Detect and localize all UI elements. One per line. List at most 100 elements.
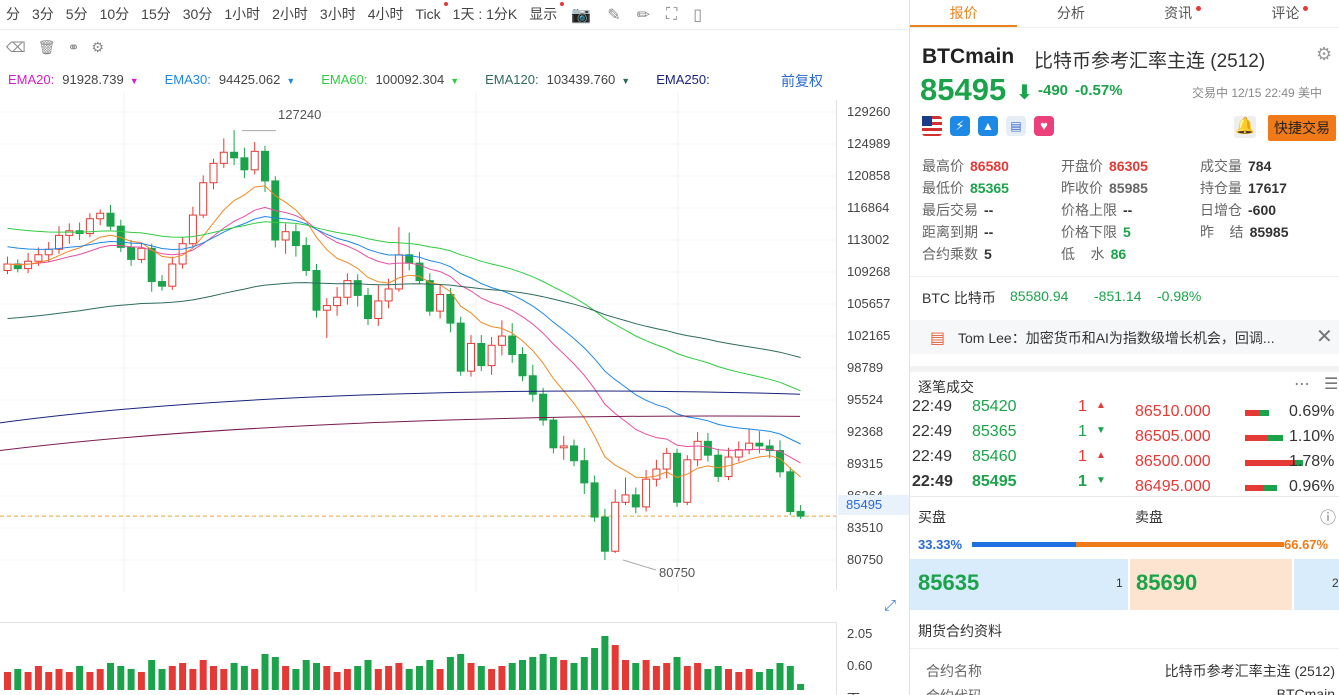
stat-value: 784 <box>1248 158 1272 174</box>
stat-label: 持仓量 <box>1200 180 1242 196</box>
depth-bar-red <box>1245 485 1263 491</box>
info-icon[interactable]: ⓘ <box>1320 510 1337 527</box>
period-12[interactable]: 显示 <box>523 0 565 30</box>
dropdown-icon[interactable]: ▼ <box>286 75 296 86</box>
bid-box[interactable] <box>910 559 1128 610</box>
period-10[interactable]: Tick <box>410 0 448 30</box>
period-11[interactable]: 1天 : 1分K <box>452 5 518 22</box>
heart-icon[interactable]: ♥ <box>1034 116 1054 136</box>
volume-bar <box>436 669 444 690</box>
candle <box>240 147 249 179</box>
volume-bar <box>580 657 588 690</box>
bid-qty: 1 <box>1116 576 1123 590</box>
close-icon[interactable]: ✕ <box>1316 326 1333 348</box>
ask-box[interactable] <box>1130 559 1292 610</box>
volume-bar <box>65 672 73 690</box>
ema-item-3[interactable]: EMA120: 103439.760 ▼ <box>485 72 630 87</box>
dropdown-icon[interactable]: ▼ <box>450 75 460 86</box>
ema-item-1[interactable]: EMA30: 94425.062 ▼ <box>165 72 296 87</box>
volume-bar <box>642 660 650 690</box>
ema-item-4[interactable]: EMA250: <box>656 72 717 87</box>
period-6[interactable]: 1小时 <box>224 5 261 22</box>
volume-bar <box>395 663 403 690</box>
tab-2[interactable]: 资讯 <box>1125 0 1232 27</box>
ask-qty: 2 <box>1332 576 1339 590</box>
bid-price: 85635 <box>918 570 980 595</box>
depth-pct: 1.10% <box>1289 428 1335 445</box>
adjust-button[interactable]: 前复权 <box>781 73 823 89</box>
edit-icon[interactable]: ✎ <box>607 6 621 24</box>
pencil-icon[interactable]: ✏ <box>636 6 650 24</box>
period-3[interactable]: 10分 <box>99 5 130 22</box>
gear-icon[interactable]: ⚙ <box>1316 44 1333 64</box>
ema-label: EMA60: <box>321 71 368 87</box>
candlestick-chart[interactable] <box>0 92 836 592</box>
tab-3[interactable]: 评论 <box>1232 0 1339 27</box>
period-8[interactable]: 3小时 <box>319 5 356 22</box>
volume-bar <box>137 672 145 690</box>
quote-panel: 报价 分析 资讯 评论 BTCmain 比特币参考汇率主连 (2512) ⚙ 8549… <box>910 0 1339 695</box>
btc-ref-price: 85580.94 <box>1010 288 1069 304</box>
more-icon[interactable]: ⋯ <box>1294 376 1310 393</box>
list-icon[interactable]: ☰ <box>1324 376 1339 393</box>
stat-label: 最高价 <box>922 158 964 174</box>
mountain-icon[interactable]: ▲ <box>978 116 998 136</box>
stat-item: 价格上限 -- <box>1061 200 1132 220</box>
period-2[interactable]: 5分 <box>65 5 88 22</box>
last-price: 85495 <box>920 72 1007 107</box>
candle <box>343 273 352 305</box>
sell-ratio-bar <box>1075 542 1284 547</box>
stat-item: 最高价 86580 <box>922 156 1009 176</box>
ema-line <box>7 206 801 464</box>
tab-0[interactable]: 报价 <box>910 0 1018 27</box>
settings-icon[interactable]: ⌫ <box>6 38 26 55</box>
period-1[interactable]: 3分 <box>32 5 54 22</box>
volume-bar <box>76 666 84 690</box>
flash-icon[interactable]: ⚡ <box>950 116 970 136</box>
candle <box>394 227 403 292</box>
btc-ref-label: BTC 比特币 <box>922 290 996 306</box>
link-icon[interactable]: ⚭ <box>67 38 80 55</box>
fullscreen-icon[interactable]: ⛶ <box>666 5 678 23</box>
dropdown-icon[interactable]: ▼ <box>621 75 631 86</box>
volume-bar <box>385 666 393 690</box>
bell-icon[interactable]: 🔔 <box>1234 116 1256 138</box>
stat-item: 低 水 86 <box>1061 244 1126 264</box>
expand-icon[interactable]: ⤢ <box>884 597 897 614</box>
period-9[interactable]: 4小时 <box>367 5 404 22</box>
stat-value: 86305 <box>1109 158 1148 174</box>
camera-icon[interactable]: 📷 <box>571 6 592 24</box>
price-axis: 129260 124989 120858 116864 113002 109268 1056… <box>836 100 909 590</box>
quick-trade-button[interactable]: 快捷交易 <box>1268 115 1336 141</box>
contract-code-label: 合约代码 <box>926 686 982 695</box>
drawing-toolbar: ⌫ 🗑 ⚭ ⚙ <box>0 32 909 62</box>
stat-label: 昨收价 <box>1061 180 1103 196</box>
stat-label: 合约乘数 <box>922 246 978 262</box>
tab-1[interactable]: 分析 <box>1056 5 1085 21</box>
ema-item-2[interactable]: EMA60: 100092.304 ▼ <box>321 72 459 87</box>
candle <box>364 288 372 325</box>
candle <box>55 226 63 254</box>
volume-bar <box>405 669 413 690</box>
period-7[interactable]: 2小时 <box>272 5 308 22</box>
volume-bar <box>549 657 557 690</box>
ticks-title: 逐笔成交 <box>918 379 974 395</box>
trash-icon[interactable]: 🗑 <box>37 38 56 55</box>
period-5[interactable]: 30分 <box>182 5 213 22</box>
y-tick: 129260 <box>847 104 891 119</box>
period-0[interactable]: 分 <box>6 5 20 22</box>
candle <box>333 287 342 316</box>
dropdown-icon[interactable]: ▼ <box>129 75 139 86</box>
ema-item-0[interactable]: EMA20: 91928.739 ▼ <box>8 72 139 87</box>
gear-icon[interactable]: ⚙ <box>91 38 104 55</box>
period-4[interactable]: 15分 <box>141 5 171 22</box>
symbol-name: 比特币参考汇率主连 (2512) <box>1034 51 1266 72</box>
candle <box>600 508 609 560</box>
stat-value: 85365 <box>970 180 1009 196</box>
ema-value: 94425.062 <box>218 71 281 87</box>
columns-icon[interactable]: ▯ <box>693 6 703 24</box>
news-ticker[interactable]: Tom Lee：加密货币和AI为指数级增长机会，回调... <box>958 330 1275 346</box>
candle <box>250 142 259 175</box>
candle <box>621 477 630 506</box>
document-icon[interactable]: ▤ <box>1006 116 1026 136</box>
